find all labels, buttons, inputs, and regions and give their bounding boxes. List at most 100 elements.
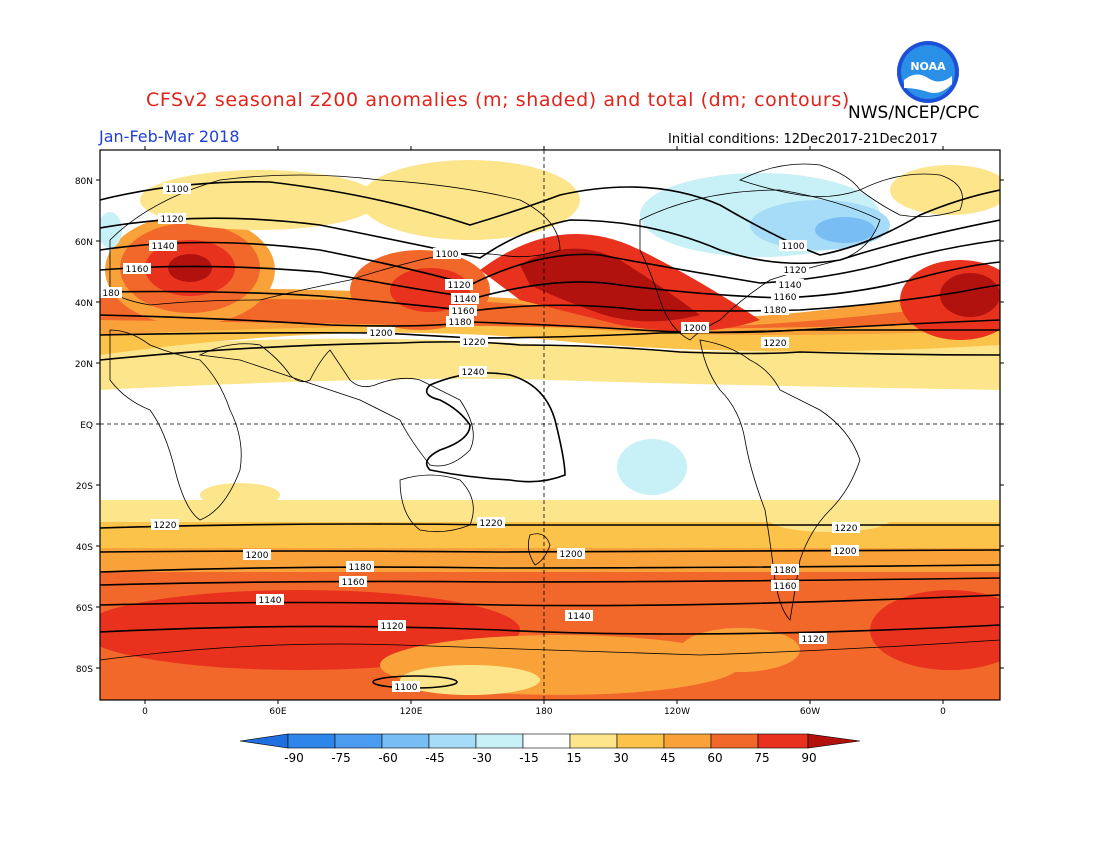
- contour-label-1180-pac: 1180: [446, 316, 474, 328]
- contour-label-1220-sh-e: 1220: [832, 522, 860, 534]
- lon-label-0-right: 0: [940, 707, 946, 717]
- contour-label-1140-am: 1140: [776, 279, 804, 291]
- lat-label-20s: 20S: [76, 482, 93, 492]
- lat-label-80n: 80N: [75, 177, 93, 187]
- contour-label-1200-sh-w: 1200: [243, 549, 271, 561]
- colorbar-label-neg45: -45: [425, 751, 445, 765]
- contour-label-1140-pac: 1140: [451, 293, 479, 305]
- colorbar-label-90: 90: [801, 751, 816, 765]
- contour-label-1220-sh-c: 1220: [477, 517, 505, 529]
- contour-label-1200-pac: 1200: [681, 322, 709, 334]
- lat-axis: [96, 179, 1004, 669]
- contour-label-1120-pac: 1120: [445, 279, 473, 291]
- contour-label-1180-edge: 180: [100, 287, 122, 299]
- lat-label-60s: 60S: [76, 604, 93, 614]
- colorbar-swatch-6: [522, 733, 571, 749]
- contour-label-1220-sh-w: 1220: [151, 519, 179, 531]
- colorbar-label-30: 30: [613, 751, 628, 765]
- forecast-period: Jan-Feb-Mar 2018: [99, 127, 240, 146]
- lon-label-120e: 120E: [400, 707, 423, 717]
- noaa-logo-text: NOAA: [910, 60, 946, 73]
- svg-text:1160: 1160: [774, 293, 797, 303]
- initial-conditions: Initial conditions: 12Dec2017-21Dec2017: [668, 132, 938, 147]
- lon-label-60w: 60W: [800, 707, 820, 717]
- svg-text:1200: 1200: [246, 551, 269, 561]
- colorbar-swatch-4: [428, 733, 477, 749]
- svg-text:1120: 1120: [448, 281, 471, 291]
- colorbar-label-neg60: -60: [378, 751, 398, 765]
- colorbar-swatch-7: [569, 733, 618, 749]
- colorbar-swatch-2: [334, 733, 383, 749]
- svg-text:1200: 1200: [370, 329, 393, 339]
- noaa-logo: NOAA: [896, 40, 960, 104]
- colorbar-label-60: 60: [707, 751, 722, 765]
- svg-text:1240: 1240: [462, 368, 485, 378]
- lat-label-60n: 60N: [75, 238, 93, 248]
- svg-text:1120: 1120: [802, 635, 825, 645]
- contour-label-1100-am: 1100: [779, 240, 807, 252]
- svg-text:1220: 1220: [835, 524, 858, 534]
- lat-label-eq: EQ: [80, 421, 93, 431]
- contour-label-1120-sh-w: 1120: [378, 620, 406, 632]
- anomaly-shading: [100, 160, 1000, 700]
- svg-text:1180: 1180: [349, 563, 372, 573]
- contour-label-1100-pac: 1100: [433, 248, 461, 260]
- svg-text:1140: 1140: [259, 596, 282, 606]
- svg-text:1140: 1140: [152, 242, 175, 252]
- svg-text:180: 180: [102, 289, 119, 299]
- svg-text:1100: 1100: [395, 683, 418, 693]
- svg-text:1220: 1220: [154, 521, 177, 531]
- lat-label-80s: 80S: [76, 665, 93, 675]
- contour-label-1100-nh: 1100: [163, 183, 191, 195]
- svg-text:1160: 1160: [774, 582, 797, 592]
- svg-text:1160: 1160: [342, 578, 365, 588]
- colorbar-swatch-11: [757, 733, 809, 749]
- colorbar-label-75: 75: [754, 751, 769, 765]
- svg-text:1100: 1100: [782, 242, 805, 252]
- lon-axis: [144, 146, 944, 704]
- contour-label-1120-nh: 1120: [158, 213, 186, 225]
- contour-label-1100-sh: 1100: [392, 681, 420, 693]
- coastlines: [100, 163, 1000, 661]
- colorbar-label-45: 45: [660, 751, 675, 765]
- colorbar: -90 -75 -60 -45 -30 -15 15 30 45 60 75 9…: [239, 733, 861, 765]
- contour-label-1200-nh: 1200: [367, 327, 395, 339]
- colorbar-label-neg15: -15: [519, 751, 539, 765]
- contour-label-1160-sh-w: 1160: [339, 576, 367, 588]
- contour-label-1180-am: 1180: [761, 304, 789, 316]
- contour-label-1200-sh-e: 1200: [831, 545, 859, 557]
- colorbar-swatch-12: [807, 733, 861, 749]
- contour-label-1140-sh-w: 1140: [256, 594, 284, 606]
- colorbar-label-neg90: -90: [284, 751, 304, 765]
- contour-label-1160-pac: 1160: [449, 305, 477, 317]
- colorbar-swatch-1: [287, 733, 336, 749]
- svg-text:1180: 1180: [774, 566, 797, 576]
- lat-label-40n: 40N: [75, 299, 93, 309]
- contour-label-1220-am: 1220: [761, 337, 789, 349]
- contour-label-1140-nh: 1140: [149, 240, 177, 252]
- contour-label-1160-sh-e: 1160: [771, 580, 799, 592]
- svg-text:1220: 1220: [764, 339, 787, 349]
- height-contours: [100, 181, 1000, 689]
- contour-label-1160-nh: 1160: [123, 263, 151, 275]
- svg-text:1200: 1200: [834, 547, 857, 557]
- svg-text:1120: 1120: [381, 622, 404, 632]
- colorbar-swatch-3: [381, 733, 430, 749]
- svg-text:1120: 1120: [161, 215, 184, 225]
- contour-labels: 1100 1120 1140 1160 1200 1100 1120 1140 …: [100, 183, 860, 693]
- contour-label-1120-am: 1120: [781, 264, 809, 276]
- colorbar-label-neg75: -75: [331, 751, 351, 765]
- colorbar-swatch-10: [710, 733, 759, 749]
- lat-label-20n: 20N: [75, 360, 93, 370]
- lon-label-60e: 60E: [269, 707, 286, 717]
- contour-label-1160-am: 1160: [771, 291, 799, 303]
- svg-text:1100: 1100: [166, 185, 189, 195]
- colorbar-swatch-0: [239, 733, 289, 749]
- lat-label-40s: 40S: [76, 543, 93, 553]
- contour-label-1240: 1240: [459, 366, 487, 378]
- colorbar-label-15: 15: [566, 751, 581, 765]
- svg-text:1180: 1180: [764, 306, 787, 316]
- contour-label-1140-sh-c: 1140: [565, 610, 593, 622]
- lat-labels: 80N 60N 40N 20N EQ 20S 40S 60S 80S: [75, 177, 93, 675]
